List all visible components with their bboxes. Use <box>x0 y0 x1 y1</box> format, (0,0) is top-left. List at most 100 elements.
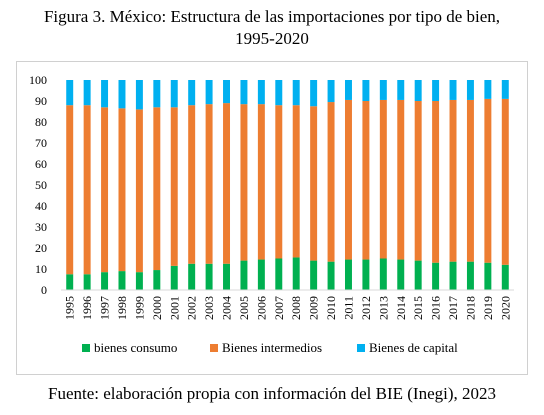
chart-title-line1: Figura 3. México: Estructura de las impo… <box>43 7 501 26</box>
bar-bienes-de-capital-2015 <box>414 80 422 101</box>
chart-title-line2: 1995-2020 <box>235 29 309 48</box>
x-tick-label: 2015 <box>411 296 425 320</box>
y-tick-label: 90 <box>35 94 47 108</box>
bar-bienes-consumo-2008 <box>292 257 300 290</box>
stacked-bar-chart: 0 10 20 30 40 50 60 70 80 90 100 1995 1996 1997 1998 19… <box>29 73 514 355</box>
bar-bienes-consumo-1995 <box>66 274 74 290</box>
bar-bienes-intermedios-1996 <box>83 105 91 275</box>
bar-bienes-consumo-2020 <box>501 264 509 290</box>
bar-bienes-de-capital-2008 <box>292 80 300 106</box>
chart-area: 0 10 20 30 40 50 60 70 80 90 100 1995 1996 1997 1998 19… <box>16 61 528 375</box>
y-tick-label: 0 <box>41 283 47 297</box>
bar-bienes-consumo-2013 <box>379 258 387 290</box>
bar-bienes-consumo-1998 <box>118 271 126 290</box>
bar-bienes-consumo-2002 <box>188 263 196 290</box>
legend-swatch-bienes-intermedios <box>210 344 218 352</box>
bar-bienes-consumo-2005 <box>240 260 248 290</box>
bar-bienes-intermedios-2003 <box>205 104 213 264</box>
bar-bienes-intermedios-2014 <box>397 99 405 260</box>
bar-bienes-de-capital-2017 <box>449 80 457 100</box>
bar-bienes-intermedios-1999 <box>135 109 143 273</box>
bar-bienes-de-capital-2013 <box>379 80 387 100</box>
bar-bienes-de-capital-1997 <box>101 80 109 108</box>
y-tick-label: 70 <box>35 136 47 150</box>
legend-label: bienes consumo <box>94 340 177 355</box>
bar-bienes-consumo-2015 <box>414 260 422 290</box>
bar-bienes-de-capital-2006 <box>257 80 265 105</box>
x-tick-label: 2006 <box>254 296 268 320</box>
bar-bienes-intermedios-2013 <box>379 99 387 259</box>
bar-bienes-intermedios-1997 <box>101 107 109 273</box>
bar-bienes-de-capital-2003 <box>205 80 213 105</box>
x-tick-label: 2003 <box>202 296 216 320</box>
chart-title: Figura 3. México: Estructura de las impo… <box>0 6 544 50</box>
bar-bienes-consumo-1997 <box>101 272 109 290</box>
bar-bienes-intermedios-2000 <box>153 107 161 271</box>
bar-bienes-de-capital-2002 <box>188 80 196 106</box>
bar-bienes-consumo-2019 <box>484 262 492 290</box>
bar-bienes-de-capital-2009 <box>310 80 318 107</box>
y-tick-label: 50 <box>35 178 47 192</box>
x-tick-label: 2020 <box>498 296 512 320</box>
bar-bienes-consumo-2014 <box>397 259 405 290</box>
bar-bienes-intermedios-2008 <box>292 105 300 258</box>
bar-bienes-consumo-2011 <box>344 259 352 290</box>
bar-bienes-de-capital-2000 <box>153 80 161 108</box>
bar-bienes-intermedios-2002 <box>188 105 196 264</box>
y-tick-label: 100 <box>29 73 47 87</box>
bar-bienes-de-capital-1999 <box>135 80 143 110</box>
x-tick-label: 2004 <box>220 296 234 320</box>
y-tick-label: 60 <box>35 157 47 171</box>
legend-label: Bienes intermedios <box>222 340 322 355</box>
bar-bienes-de-capital-2010 <box>327 80 335 103</box>
bar-bienes-intermedios-2009 <box>310 106 318 261</box>
bar-bienes-de-capital-2014 <box>397 80 405 100</box>
bar-bienes-intermedios-2019 <box>484 98 492 263</box>
bar-bienes-consumo-2004 <box>223 263 231 290</box>
bar-bienes-intermedios-2010 <box>327 102 335 262</box>
bar-bienes-intermedios-2012 <box>362 101 370 260</box>
bar-bienes-consumo-1996 <box>83 274 91 290</box>
bar-bienes-consumo-2007 <box>275 258 283 290</box>
bar-bienes-intermedios-1998 <box>118 108 126 272</box>
x-tick-label: 2001 <box>167 296 181 320</box>
x-tick-label: 2007 <box>272 296 286 320</box>
bar-bienes-intermedios-2015 <box>414 101 422 261</box>
x-tick-label: 2016 <box>429 296 443 320</box>
bar-bienes-de-capital-2004 <box>223 80 231 104</box>
bar-bienes-de-capital-2018 <box>466 80 474 100</box>
bar-bienes-consumo-2003 <box>205 263 213 290</box>
x-tick-label: 2005 <box>237 296 251 320</box>
bar-bienes-consumo-2010 <box>327 261 335 290</box>
y-tick-label: 30 <box>35 220 47 234</box>
x-tick-label: 2014 <box>394 296 408 320</box>
bar-bienes-intermedios-2018 <box>466 99 474 262</box>
bar-bienes-de-capital-2020 <box>501 80 509 99</box>
legend-swatch-bienes-consumo <box>82 344 90 352</box>
x-tick-label: 2013 <box>376 296 390 320</box>
x-tick-label: 2000 <box>150 296 164 320</box>
bar-bienes-de-capital-2019 <box>484 80 492 99</box>
x-tick-label: 1996 <box>80 296 94 320</box>
bar-bienes-consumo-2018 <box>466 261 474 290</box>
bar-bienes-consumo-1999 <box>135 272 143 290</box>
bar-bienes-intermedios-2006 <box>257 104 265 260</box>
bar-bienes-consumo-2009 <box>310 260 318 290</box>
y-tick-label: 40 <box>35 199 47 213</box>
legend-label: Bienes de capital <box>369 340 458 355</box>
bar-bienes-de-capital-2011 <box>344 80 352 100</box>
bar-bienes-intermedios-2020 <box>501 98 509 265</box>
x-tick-label: 1998 <box>115 296 129 320</box>
x-tick-label: 2019 <box>481 296 495 320</box>
x-tick-label: 2011 <box>341 296 355 320</box>
bar-bienes-consumo-2001 <box>170 265 178 290</box>
bar-bienes-de-capital-2005 <box>240 80 248 105</box>
x-tick-label: 2018 <box>463 296 477 320</box>
bar-bienes-consumo-2006 <box>257 259 265 290</box>
bar-bienes-de-capital-2001 <box>170 80 178 108</box>
bar-bienes-de-capital-1998 <box>118 80 126 109</box>
y-tick-label: 20 <box>35 241 47 255</box>
bar-bienes-intermedios-2004 <box>223 103 231 264</box>
x-tick-label: 2009 <box>307 296 321 320</box>
x-tick-label: 2002 <box>185 296 199 320</box>
